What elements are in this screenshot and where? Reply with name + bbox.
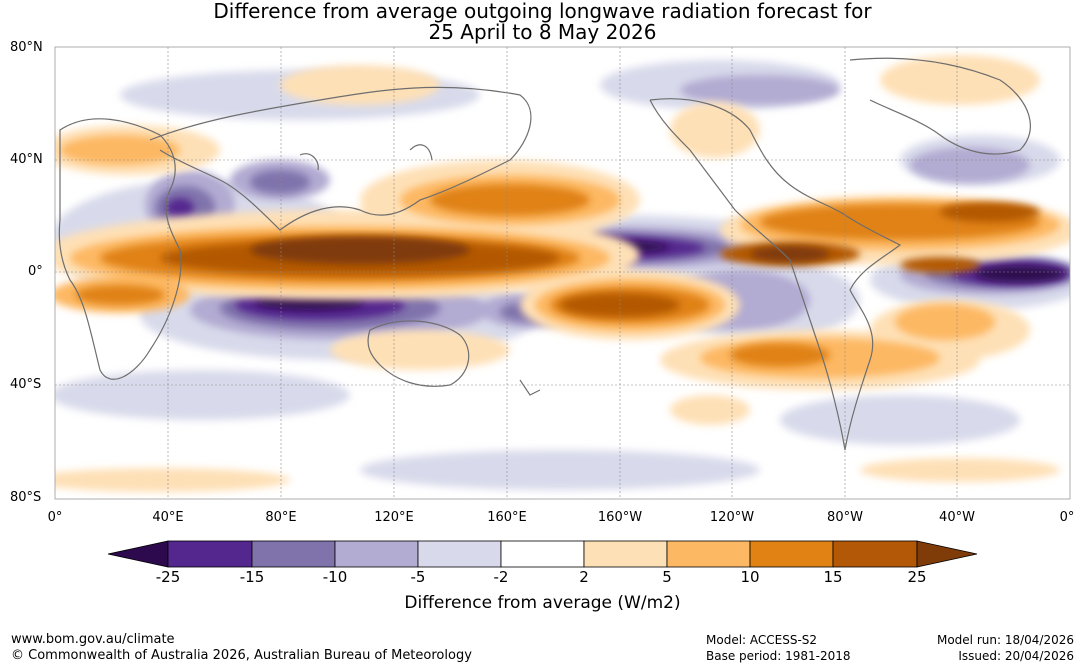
lon-label-160w: 160°W (597, 510, 643, 525)
legend-tick: 10 (740, 568, 760, 586)
coastlines (58, 57, 1031, 451)
map-frame (54, 46, 1071, 500)
footer-model: Model: ACCESS-S2 (706, 633, 818, 647)
lat-label-40n: 40°N (10, 152, 43, 167)
lat-label-80n: 80°N (10, 40, 43, 55)
legend-tick: -2 (493, 568, 509, 586)
lat-label-40s: 40°S (10, 377, 42, 392)
legend-tick: 25 (907, 568, 927, 586)
legend-tick: 2 (579, 568, 589, 586)
lon-label-160e: 160°E (487, 510, 527, 525)
lon-label-40e: 40°E (152, 510, 184, 525)
footer-base-period: Base period: 1981-2018 (706, 649, 851, 663)
footer-model-run: Model run: 18/04/2026 (936, 633, 1074, 647)
lon-label-0: 0° (47, 510, 63, 525)
legend-tick: 15 (823, 568, 843, 586)
legend-tick: -10 (322, 568, 348, 586)
lon-label-80e: 80°E (265, 510, 297, 525)
lat-label-80s: 80°S (10, 490, 42, 505)
legend-tick: -25 (155, 568, 181, 586)
footer-issued: Issued: 20/04/2026 (958, 649, 1074, 663)
map-title-line-1: Difference from average outgoing longwav… (213, 0, 872, 23)
map-title-line-2: 25 April to 8 May 2026 (428, 20, 657, 44)
legend-tick: 5 (662, 568, 672, 586)
colorbar (107, 540, 978, 568)
legend-tick: -5 (410, 568, 426, 586)
graticule (55, 47, 1070, 499)
lon-label-80w: 80°W (827, 510, 863, 525)
lon-label-120e: 120°E (374, 510, 414, 525)
legend-title: Difference from average (W/m2) (404, 593, 681, 613)
lon-label-40w: 40°W (939, 510, 975, 525)
lon-label-0-end: 0° (1059, 510, 1075, 525)
footer-copyright: © Commonwealth of Australia 2026, Austra… (11, 648, 472, 663)
lon-label-120w: 120°W (709, 510, 755, 525)
anomaly-field (55, 47, 1070, 499)
legend-tick: -15 (239, 568, 265, 586)
footer-website: www.bom.gov.au/climate (11, 632, 175, 647)
lat-label-equator: 0° (28, 264, 43, 279)
